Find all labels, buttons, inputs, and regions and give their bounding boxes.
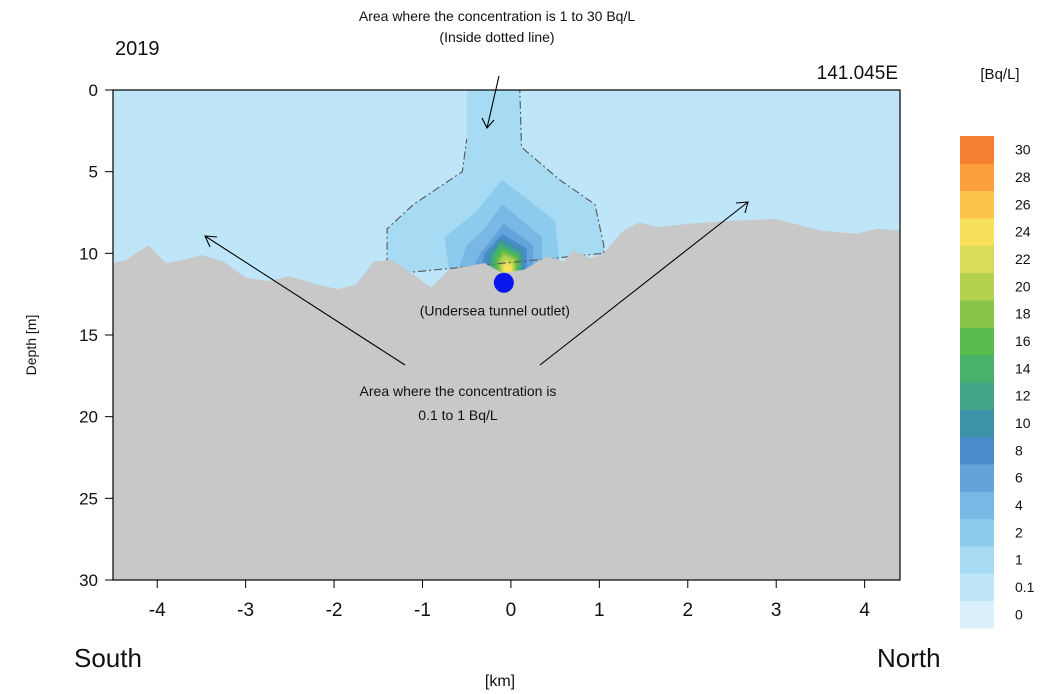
plume-level-24-26 bbox=[503, 263, 512, 273]
arrow-to-north-area bbox=[539, 201, 749, 366]
x-tick-label: -3 bbox=[237, 600, 254, 621]
colorbar-level-label: 26 bbox=[1015, 196, 1031, 212]
arrow-to-south-area bbox=[204, 235, 406, 366]
colorbar-swatch bbox=[960, 600, 994, 629]
y-axis-label: Depth [m] bbox=[23, 315, 39, 376]
colorbar-level-label: 10 bbox=[1015, 415, 1031, 431]
colorbar-level-label: 0 bbox=[1015, 606, 1023, 622]
colorbar-swatch bbox=[960, 546, 994, 574]
south-label: South bbox=[74, 643, 142, 673]
colorbar-level-label: 0.1 bbox=[1015, 579, 1035, 595]
y-tick-label: 30 bbox=[79, 571, 98, 590]
x-tick-label: 0 bbox=[506, 600, 517, 621]
colorbar-level-label: 2 bbox=[1015, 524, 1023, 540]
x-tick-label: -1 bbox=[414, 600, 431, 621]
colorbar-swatch bbox=[960, 491, 994, 520]
colorbar-level-label: 16 bbox=[1015, 333, 1031, 349]
colorbar-swatch bbox=[960, 464, 994, 492]
colorbar-level-label: 4 bbox=[1015, 497, 1023, 513]
x-axis-ticks: -4 -3 -2 -1 0 1 2 3 4 bbox=[149, 580, 870, 621]
colorbar-level-label: 12 bbox=[1015, 388, 1031, 404]
y-tick-label: 0 bbox=[89, 81, 98, 100]
colorbar-swatch bbox=[960, 573, 994, 602]
colorbar-level-label: 30 bbox=[1015, 142, 1031, 158]
arrow-head-south-area bbox=[204, 235, 218, 248]
section-longitude-label: 141.045E bbox=[817, 63, 898, 84]
annotation-dotted-area-line-2: (Inside dotted line) bbox=[439, 29, 554, 45]
colorbar-level-label: 28 bbox=[1015, 169, 1031, 185]
year-label: 2019 bbox=[115, 38, 160, 60]
y-tick-label: 20 bbox=[79, 408, 98, 427]
arrow-to-dotted-area bbox=[486, 75, 500, 129]
tunnel-outlet-marker bbox=[493, 272, 514, 293]
arrow-head-dotted-area bbox=[481, 117, 495, 129]
seabed-area bbox=[113, 219, 900, 580]
colorbar-level-label: 20 bbox=[1015, 278, 1031, 294]
y-tick-label: 15 bbox=[79, 326, 98, 345]
colorbar-swatch bbox=[960, 436, 994, 465]
colorbar-level-label: 14 bbox=[1015, 360, 1031, 376]
colorbar-swatch bbox=[960, 300, 994, 328]
colorbar-swatch bbox=[960, 382, 994, 410]
colorbar-level-label: 6 bbox=[1015, 470, 1023, 486]
x-tick-label: -4 bbox=[149, 600, 166, 621]
plot-area bbox=[113, 90, 900, 580]
north-label: North bbox=[877, 643, 941, 673]
x-tick-label: -2 bbox=[326, 600, 343, 621]
colorbar-level-label: 22 bbox=[1015, 251, 1031, 267]
colorbar-swatch bbox=[960, 136, 994, 164]
tunnel-outlet-label: (Undersea tunnel outlet) bbox=[420, 303, 570, 319]
colorbar-swatch bbox=[960, 272, 994, 301]
x-tick-label: 1 bbox=[594, 600, 605, 621]
x-tick-label: 3 bbox=[771, 600, 782, 621]
colorbar-swatch bbox=[960, 327, 994, 356]
colorbar-swatch bbox=[960, 190, 994, 219]
colorbar-level-label: 18 bbox=[1015, 306, 1031, 322]
annotation-low-area-line-1: Area where the concentration is bbox=[360, 383, 557, 399]
colorbar-level-label: 24 bbox=[1015, 224, 1031, 240]
colorbar-level-label: 1 bbox=[1015, 552, 1023, 568]
colorbar-swatch bbox=[960, 245, 994, 274]
colorbar-level-label: 8 bbox=[1015, 442, 1023, 458]
annotation-dotted-area-line-1: Area where the concentration is 1 to 30 … bbox=[359, 8, 635, 24]
x-tick-label: 4 bbox=[859, 600, 870, 621]
colorbar-swatch bbox=[960, 409, 994, 438]
colorbar-unit-label: [Bq/L] bbox=[980, 66, 1019, 83]
colorbar-swatch bbox=[960, 163, 994, 192]
annotation-low-area-line-2: 0.1 to 1 Bq/L bbox=[418, 407, 498, 423]
x-axis-label: [km] bbox=[485, 673, 515, 690]
dotted-contour-line bbox=[386, 90, 605, 276]
colorbar-swatch bbox=[960, 518, 994, 547]
y-tick-label: 10 bbox=[79, 244, 98, 263]
y-tick-label: 25 bbox=[79, 489, 98, 508]
x-tick-label: 2 bbox=[682, 600, 693, 621]
colorbar-swatch bbox=[960, 354, 994, 383]
annotation-arrows bbox=[204, 75, 749, 366]
plume-contours bbox=[387, 90, 604, 275]
colorbar-swatch bbox=[960, 218, 994, 246]
y-axis-ticks: 0 5 10 15 20 25 30 bbox=[79, 81, 113, 590]
y-tick-label: 5 bbox=[89, 163, 98, 182]
arrow-head-north-area bbox=[735, 201, 749, 214]
